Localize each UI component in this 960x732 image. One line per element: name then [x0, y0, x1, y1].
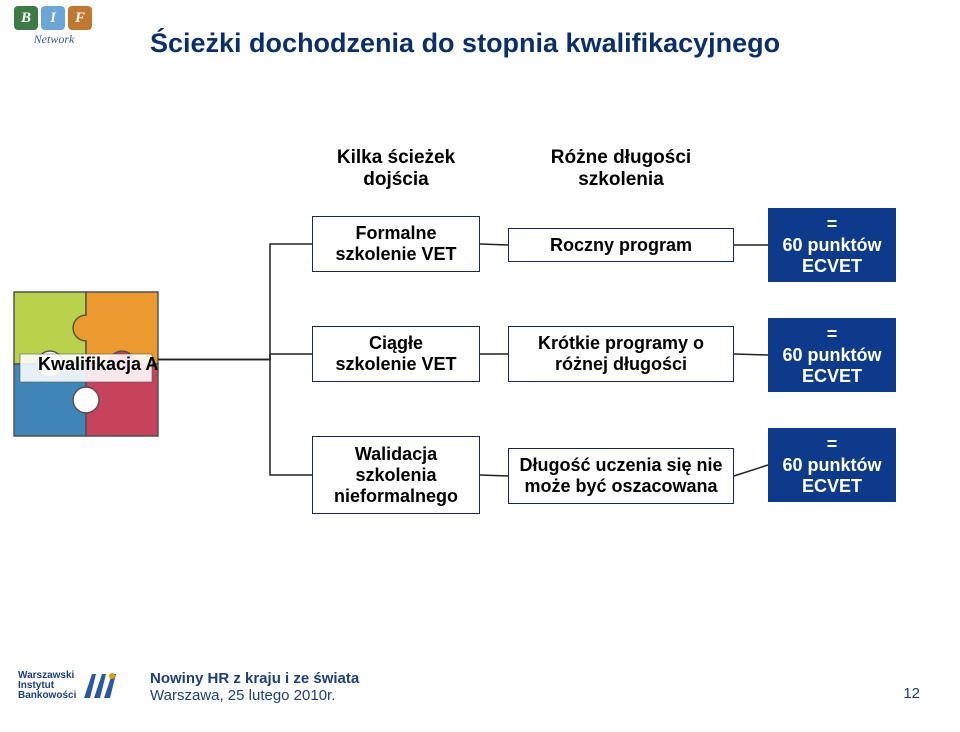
footer-line1: Nowiny HR z kraju i ze świata	[150, 670, 359, 687]
column-header-durations: Różne długościszkolenia	[521, 147, 721, 191]
page-number: 12	[903, 685, 920, 702]
wib-logo-mark	[82, 668, 118, 704]
footer-text: Nowiny HR z kraju i ze świata Warszawa, …	[150, 670, 359, 704]
duration-cell-short-programs: Krótkie programy oróżnej długości	[508, 326, 734, 382]
network-logo: B I F Network	[14, 6, 94, 60]
duration-cell-unestimable: Długość uczenia się niemoże być oszacowa…	[508, 448, 734, 504]
wib-logo: WarszawskiInstytutBankowości	[18, 658, 138, 714]
logo-network-label: Network	[14, 32, 94, 47]
path-cell-continuous-vet: Ciągłeszkolenie VET	[312, 326, 480, 382]
logo-tile-i: I	[41, 6, 65, 30]
ecvet-result-0: =60 punktówECVET	[768, 208, 896, 282]
footer: WarszawskiInstytutBankowości Nowiny HR z…	[0, 642, 960, 732]
ecvet-result-1: =60 punktówECVET	[768, 318, 896, 392]
path-cell-formal-vet: Formalneszkolenie VET	[312, 216, 480, 272]
logo-tile-f: F	[68, 6, 92, 30]
ecvet-result-2: =60 punktówECVET	[768, 428, 896, 502]
slide: B I F Network Ścieżki dochodzenia do sto…	[0, 0, 960, 732]
duration-cell-annual: Roczny program	[508, 228, 734, 262]
path-cell-nonformal-validation: Walidacjaszkolenianieformalnego	[312, 436, 480, 514]
column-header-paths: Kilka ścieżekdojścia	[311, 147, 481, 191]
wib-logo-text: WarszawskiInstytutBankowości	[18, 671, 76, 701]
page-title: Ścieżki dochodzenia do stopnia kwalifika…	[150, 28, 780, 59]
logo-tile-b: B	[14, 6, 38, 30]
puzzle-label: Kwalifikacja A	[38, 354, 158, 375]
footer-line2: Warszawa, 25 lutego 2010r.	[150, 687, 359, 704]
